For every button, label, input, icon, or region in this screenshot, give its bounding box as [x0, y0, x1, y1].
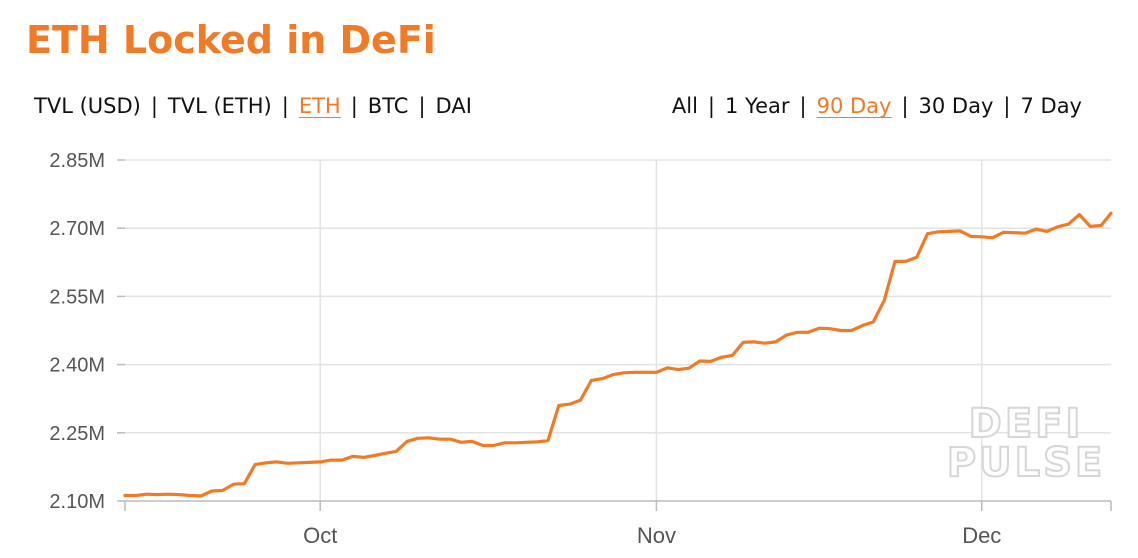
y-tick-label: 2.25M — [49, 423, 105, 445]
y-tick-label: 2.70M — [49, 218, 105, 240]
tab-all[interactable]: All — [671, 94, 698, 118]
tab-btc[interactable]: BTC — [367, 94, 409, 118]
y-tick-label: 2.40M — [49, 355, 105, 377]
defi-pulse-watermark: DEFI PULSE — [946, 400, 1105, 487]
tab-separator: | — [1003, 94, 1011, 118]
x-tick-label: Dec — [962, 523, 1001, 548]
tab-tvl-eth[interactable]: TVL (ETH) — [167, 94, 272, 118]
x-tick-label: Nov — [637, 523, 676, 548]
axes — [117, 159, 1112, 511]
y-tick-label: 2.10M — [49, 491, 105, 513]
series-layer — [123, 211, 1113, 498]
tab-30-day[interactable]: 30 Day — [918, 94, 994, 118]
series-line — [123, 211, 1113, 498]
grid-lines — [125, 159, 1111, 501]
x-tick-labels: Oct Nov Dec — [303, 523, 1001, 548]
tab-7-day[interactable]: 7 Day — [1020, 94, 1082, 118]
x-tick-label: Oct — [303, 523, 337, 548]
tab-separator: | — [281, 94, 289, 118]
page-title: ETH Locked in DeFi — [26, 18, 436, 62]
eth-locked-line-chart: DEFI PULSE 2.10M 2.25M 2.40M 2.55M 2.70M 2.85… — [49, 150, 1113, 548]
tab-eth[interactable]: ETH — [298, 94, 341, 118]
tab-1-year[interactable]: 1 Year — [725, 94, 790, 118]
tab-separator: | — [418, 94, 426, 118]
y-tick-label: 2.85M — [49, 150, 105, 172]
unit-tabs: TVL (USD) | TVL (ETH) | ETH | BTC | DAI — [34, 92, 472, 120]
y-tick-label: 2.55M — [49, 286, 105, 308]
tab-separator: | — [799, 94, 807, 118]
tab-separator: | — [150, 94, 158, 118]
tab-separator: | — [901, 94, 909, 118]
tab-dai[interactable]: DAI — [435, 94, 472, 118]
y-tick-labels: 2.10M 2.25M 2.40M 2.55M 2.70M 2.85M — [49, 150, 105, 513]
tab-separator: | — [707, 94, 715, 118]
range-tabs: All | 1 Year | 90 Day | 30 Day | 7 Day — [672, 92, 1082, 120]
watermark-line-2: PULSE — [947, 440, 1105, 486]
tab-90-day[interactable]: 90 Day — [816, 94, 892, 118]
watermark-line-1: DEFI — [969, 401, 1084, 447]
tab-separator: | — [350, 94, 358, 118]
tab-tvl-usd[interactable]: TVL (USD) — [34, 94, 141, 118]
